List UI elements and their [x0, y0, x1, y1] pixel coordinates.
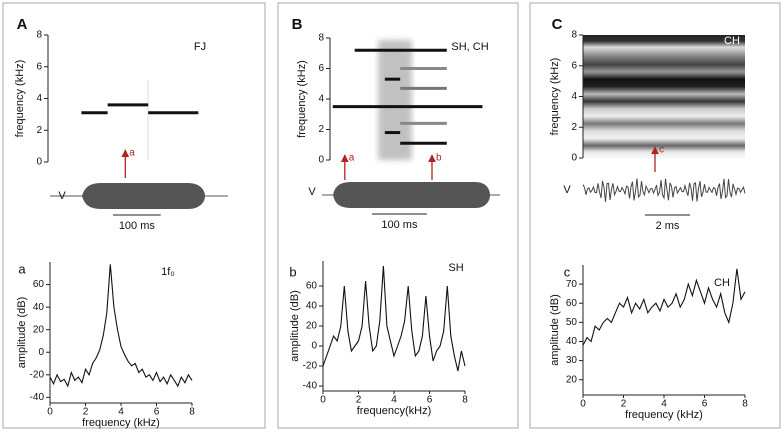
waveform-label: V — [563, 184, 571, 196]
x-tick-label: 6 — [702, 399, 708, 410]
panel-letter: c — [564, 264, 571, 279]
y-tick-label: 0 — [318, 155, 324, 166]
annotation-label: a — [129, 148, 135, 159]
y-axis-label: frequency (kHz) — [296, 60, 308, 138]
y-tick-label: 2 — [571, 122, 577, 133]
annotation-label: a — [349, 153, 355, 164]
x-tick-label: 8 — [462, 395, 468, 406]
x-axis-label: frequency(kHz) — [357, 405, 432, 417]
y-axis-label: frequency (kHz) — [549, 58, 561, 136]
y-tick-label: 4 — [318, 94, 324, 105]
spectrogram-image — [583, 35, 745, 158]
y-axis-label: amplitude (dB) — [16, 297, 28, 369]
y-axis-label: frequency (kHz) — [14, 60, 26, 138]
y-tick-label: 40 — [566, 336, 578, 347]
y-tick-label: 70 — [566, 279, 578, 290]
y-tick-label: 0 — [571, 153, 577, 164]
x-tick-label: 4 — [661, 399, 667, 410]
waveform-label: V — [308, 186, 316, 198]
y-tick-label: 20 — [306, 321, 318, 332]
panel-frame — [2, 2, 266, 429]
y-tick-label: 50 — [566, 317, 578, 328]
annotation-label: b — [436, 153, 442, 164]
y-tick-label: 4 — [36, 93, 42, 104]
legend-label: 1f₀ — [161, 266, 175, 278]
y-tick-label: 2 — [36, 125, 42, 136]
y-tick-label: 6 — [571, 60, 577, 71]
y-axis-label: amplitude (dB) — [289, 290, 301, 362]
y-tick-label: 40 — [306, 301, 318, 312]
y-tick-label: 0 — [311, 341, 317, 352]
spectrum-line — [322, 265, 466, 372]
y-tick-label: 0 — [38, 347, 44, 358]
x-tick-label: 2 — [83, 407, 89, 418]
y-tick-label: 4 — [571, 91, 577, 102]
y-tick-label: 60 — [33, 279, 45, 290]
y-tick-label: 8 — [571, 30, 577, 41]
y-tick-label: 20 — [566, 374, 578, 385]
y-tick-label: -40 — [30, 392, 45, 403]
waveform — [82, 182, 205, 210]
x-tick-label: 4 — [118, 407, 124, 418]
spectrum-line — [49, 264, 193, 388]
y-tick-label: -20 — [303, 361, 318, 372]
x-tick-label: 2 — [621, 399, 627, 410]
x-tick-label: 0 — [320, 395, 326, 406]
y-tick-label: -40 — [303, 381, 318, 392]
x-tick-label: 2 — [356, 395, 362, 406]
x-tick-label: 6 — [427, 395, 433, 406]
spectrogram-label: CH — [724, 35, 740, 47]
x-tick-label: 6 — [154, 407, 160, 418]
panel-letter: b — [289, 264, 296, 279]
x-axis-label: frequency (kHz) — [625, 409, 703, 421]
spectrogram-label: SH, CH — [451, 41, 488, 53]
y-tick-label: 30 — [566, 355, 578, 366]
x-tick-label: 4 — [391, 395, 397, 406]
y-tick-label: 6 — [318, 63, 324, 74]
y-tick-label: 8 — [36, 30, 42, 41]
legend-label: SH — [448, 262, 463, 274]
panel-frame — [277, 2, 519, 429]
spectrogram-label: FJ — [194, 41, 206, 53]
y-tick-label: 0 — [36, 157, 42, 168]
legend-label: CH — [714, 277, 730, 289]
y-tick-label: 8 — [318, 33, 324, 44]
y-axis-label: amplitude (dB) — [549, 294, 561, 366]
y-tick-label: 60 — [566, 298, 578, 309]
y-tick-label: 20 — [33, 324, 45, 335]
panel-letter: C — [552, 16, 563, 33]
scale-bar-label: 2 ms — [656, 220, 680, 232]
x-tick-label: 8 — [189, 407, 195, 418]
spectrum-line — [582, 268, 746, 346]
x-axis-label: frequency (kHz) — [82, 417, 160, 429]
x-tick-label: 0 — [47, 407, 53, 418]
scale-bar-label: 100 ms — [119, 220, 156, 232]
y-tick-label: 60 — [306, 281, 318, 292]
y-tick-label: 40 — [33, 302, 45, 313]
x-tick-label: 0 — [580, 399, 586, 410]
x-tick-label: 8 — [742, 399, 748, 410]
waveform-label: V — [58, 190, 66, 202]
y-tick-label: 6 — [36, 61, 42, 72]
waveform — [582, 178, 746, 202]
panel-letter: B — [292, 16, 303, 33]
waveform — [333, 181, 490, 209]
y-tick-label: 2 — [318, 124, 324, 135]
noise-blob — [378, 40, 412, 160]
annotation-label: c — [659, 145, 664, 156]
panel-letter: A — [17, 16, 28, 33]
panel-letter: a — [18, 261, 26, 276]
scale-bar-label: 100 ms — [381, 219, 418, 231]
panel-frame — [529, 2, 781, 429]
y-tick-label: -20 — [30, 369, 45, 380]
